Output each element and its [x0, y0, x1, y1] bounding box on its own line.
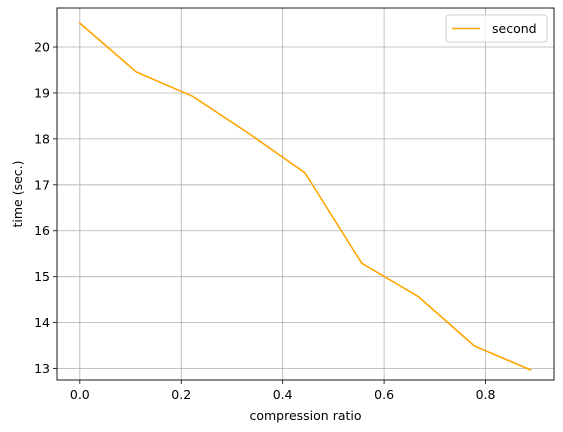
- legend-label-second: second: [492, 21, 537, 36]
- y-tick-label: 13: [34, 361, 50, 376]
- legend: second: [445, 14, 548, 43]
- x-tick-label: 0.4: [273, 387, 293, 402]
- y-tick-label: 18: [34, 131, 50, 146]
- x-axis-label: compression ratio: [249, 408, 361, 423]
- y-tick-label: 15: [34, 269, 50, 284]
- y-tick-label: 16: [34, 223, 50, 238]
- x-tick-label: 0.2: [171, 387, 191, 402]
- y-axis-label: time (sec.): [10, 160, 25, 227]
- x-axis-ticks: 0.0 0.2 0.4 0.6 0.8: [70, 380, 496, 402]
- x-tick-label: 0.0: [70, 387, 90, 402]
- y-axis-ticks: 13 14 15 16 17 18 19 20: [34, 40, 57, 376]
- y-tick-label: 17: [34, 177, 50, 192]
- y-tick-label: 14: [34, 315, 50, 330]
- series-layer: [78, 22, 532, 371]
- legend-box: [445, 14, 548, 43]
- y-tick-label: 20: [34, 40, 50, 55]
- plot-area-frame: [56, 7, 555, 381]
- series-line-second: [78, 22, 532, 371]
- y-tick-label: 19: [34, 85, 50, 100]
- grid-lines: [57, 8, 554, 380]
- x-tick-label: 0.8: [476, 387, 496, 402]
- x-tick-label: 0.6: [374, 387, 394, 402]
